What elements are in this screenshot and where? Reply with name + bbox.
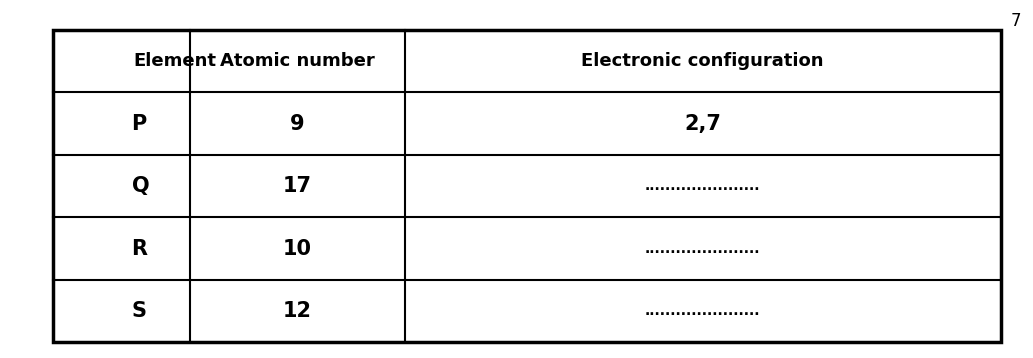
Text: ......................: ...................... [645,242,760,256]
Text: Electronic configuration: Electronic configuration [582,52,824,70]
Text: Q: Q [131,176,149,196]
Text: 17: 17 [283,176,312,196]
Text: 12: 12 [283,301,312,321]
Text: R: R [131,239,148,258]
Text: ......................: ...................... [645,304,760,318]
Text: ......................: ...................... [645,179,760,193]
Text: Atomic number: Atomic number [220,52,375,70]
Text: 9: 9 [290,113,305,134]
Bar [53,30,1001,342]
Text: Element: Element [133,52,217,70]
Text: 10: 10 [283,239,312,258]
Text: P: P [131,113,147,134]
Text: S: S [131,301,147,321]
Text: 2,7: 2,7 [684,113,721,134]
Text: 7: 7 [1011,12,1022,30]
